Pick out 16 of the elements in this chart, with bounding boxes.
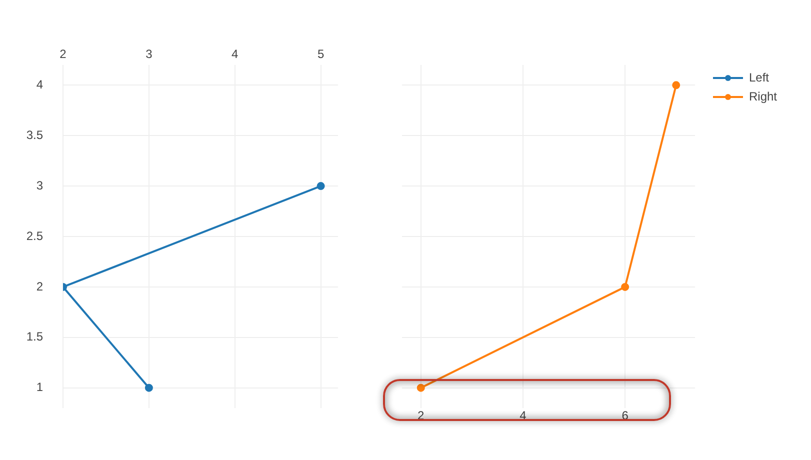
y-tick-label: 3	[36, 178, 44, 192]
x-tick-label: 2	[60, 47, 67, 62]
x-tick-label: 4	[232, 47, 239, 62]
point	[316, 182, 325, 190]
y-tick-label: 2.5	[26, 228, 44, 243]
point	[144, 384, 153, 392]
y-tick-label: 2	[36, 279, 44, 294]
x-tick-label: 5	[317, 47, 324, 62]
y-tick-label: 1.5	[26, 330, 44, 344]
x-tick-label: 3	[146, 47, 153, 62]
x-tick-label: 4	[520, 408, 527, 423]
y-tick-label: 3.5	[26, 128, 44, 142]
text: Left	[749, 70, 770, 84]
y-tick-label: 4	[36, 77, 44, 92]
legend-label: Right	[749, 89, 778, 104]
y-tick-label: 1	[36, 380, 44, 394]
